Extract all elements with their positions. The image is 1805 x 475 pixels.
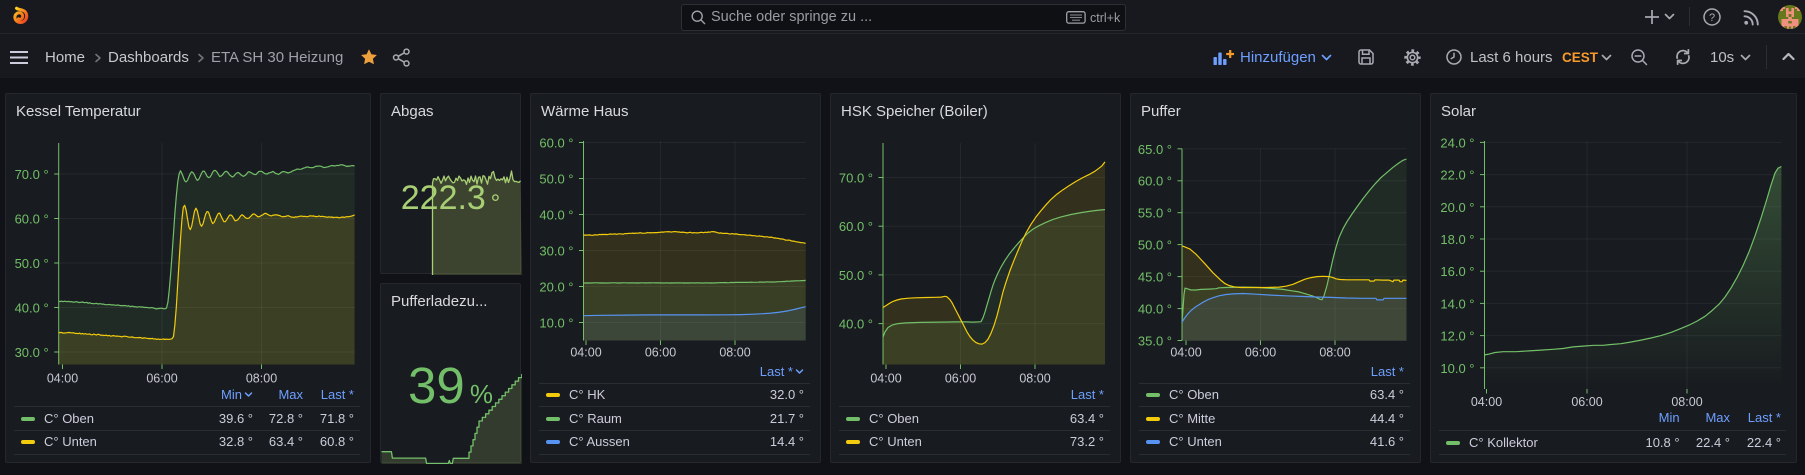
svg-text:06:00: 06:00 <box>146 372 177 386</box>
svg-text:70.0 °: 70.0 ° <box>839 171 873 186</box>
svg-text:30.0 °: 30.0 ° <box>15 345 49 360</box>
svg-text:45.0 °: 45.0 ° <box>1138 270 1172 285</box>
svg-text:08:00: 08:00 <box>246 372 277 386</box>
svg-text:60.0 °: 60.0 ° <box>539 136 573 151</box>
svg-text:04:00: 04:00 <box>570 346 601 360</box>
svg-text:65.0 °: 65.0 ° <box>1138 142 1172 157</box>
svg-text:10.0 °: 10.0 ° <box>1440 361 1474 376</box>
svg-text:04:00: 04:00 <box>1170 346 1201 360</box>
svg-text:16.0 °: 16.0 ° <box>1440 264 1474 279</box>
svg-text:20.0 °: 20.0 ° <box>1440 200 1474 215</box>
svg-text:50.0 °: 50.0 ° <box>15 256 49 271</box>
svg-text:18.0 °: 18.0 ° <box>1440 232 1474 247</box>
svg-text:22.0 °: 22.0 ° <box>1440 168 1474 183</box>
svg-text:55.0 °: 55.0 ° <box>1138 206 1172 221</box>
svg-text:04:00: 04:00 <box>870 372 901 386</box>
svg-text:60.0 °: 60.0 ° <box>839 219 873 234</box>
svg-text:06:00: 06:00 <box>1571 395 1602 409</box>
svg-text:40.0 °: 40.0 ° <box>839 317 873 332</box>
svg-text:14.0 °: 14.0 ° <box>1440 296 1474 311</box>
svg-text:06:00: 06:00 <box>645 346 676 360</box>
svg-text:04:00: 04:00 <box>47 372 78 386</box>
svg-text:08:00: 08:00 <box>1019 372 1050 386</box>
svg-text:60.0 °: 60.0 ° <box>15 212 49 227</box>
svg-text:40.0 °: 40.0 ° <box>15 301 49 316</box>
svg-text:50.0 °: 50.0 ° <box>1138 238 1172 253</box>
svg-text:06:00: 06:00 <box>1245 346 1276 360</box>
svg-text:35.0 °: 35.0 ° <box>1138 334 1172 349</box>
svg-text:60.0 °: 60.0 ° <box>1138 174 1172 189</box>
svg-text:?: ? <box>1709 12 1715 24</box>
svg-text:70.0 °: 70.0 ° <box>15 167 49 182</box>
svg-text:20.0 °: 20.0 ° <box>539 280 573 295</box>
svg-text:50.0 °: 50.0 ° <box>839 268 873 283</box>
svg-text:24.0 °: 24.0 ° <box>1440 135 1474 150</box>
svg-text:30.0 °: 30.0 ° <box>539 244 573 259</box>
svg-text:08:00: 08:00 <box>719 346 750 360</box>
svg-text:50.0 °: 50.0 ° <box>539 172 573 187</box>
svg-text:40.0 °: 40.0 ° <box>1138 302 1172 317</box>
svg-text:40.0 °: 40.0 ° <box>539 208 573 223</box>
svg-text:08:00: 08:00 <box>1671 395 1702 409</box>
svg-text:10.0 °: 10.0 ° <box>539 316 573 331</box>
svg-text:04:00: 04:00 <box>1471 395 1502 409</box>
svg-text:06:00: 06:00 <box>945 372 976 386</box>
svg-text:08:00: 08:00 <box>1319 346 1350 360</box>
svg-text:12.0 °: 12.0 ° <box>1440 329 1474 344</box>
